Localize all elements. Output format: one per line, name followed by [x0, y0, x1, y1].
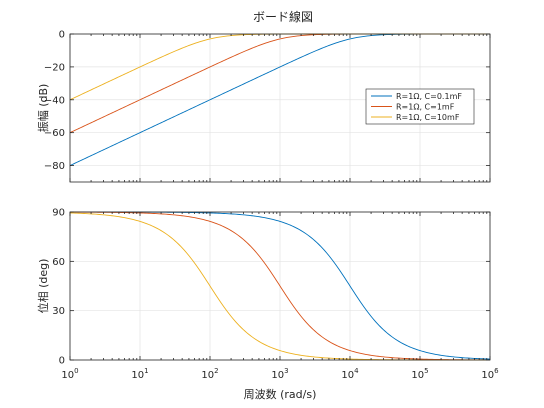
legend-entry: R=1Ω, C=1mF	[396, 103, 455, 112]
magnitude-y-axis-label: 振幅 (dB)	[36, 84, 50, 133]
phase-ticks: 0 30 60 90	[52, 208, 491, 367]
y-tick-label: 0	[59, 30, 65, 41]
y-tick-label: −40	[44, 95, 65, 106]
y-tick-label: 60	[52, 257, 65, 268]
y-tick-label: −80	[44, 161, 65, 172]
legend-entry: R=1Ω, C=0.1mF	[396, 92, 462, 101]
phase-axes: 0 30 60 90 位相 (deg)	[36, 208, 491, 367]
x-tick-label: 104	[341, 367, 359, 381]
x-tick-label: 103	[271, 367, 288, 381]
x-tick-labels: 100 101 102 103 104 105 106	[61, 367, 499, 381]
x-tick-label: 102	[201, 367, 218, 381]
y-tick-label: 0	[59, 356, 65, 367]
x-tick-label: 105	[411, 367, 428, 381]
legend-entry: R=1Ω, C=10mF	[396, 113, 460, 122]
chart-title: ボード線図	[253, 9, 313, 24]
phase-y-axis-label: 位相 (deg)	[36, 259, 50, 314]
magnitude-ticks: 0 −20 −40 −60 −80	[44, 30, 491, 182]
y-tick-label: 30	[52, 306, 65, 317]
x-tick-label: 106	[481, 367, 499, 381]
x-tick-label: 101	[131, 367, 148, 381]
x-axis-label: 周波数 (rad/s)	[244, 388, 317, 401]
y-tick-label: −60	[44, 128, 65, 139]
x-tick-label: 100	[61, 367, 78, 381]
y-tick-label: 90	[52, 208, 65, 219]
y-tick-label: −20	[44, 62, 65, 73]
